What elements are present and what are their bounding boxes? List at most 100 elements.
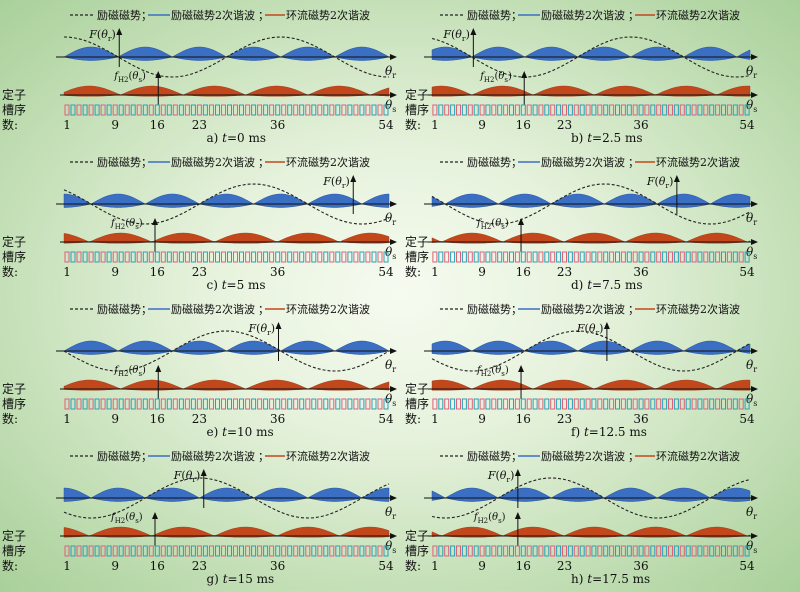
stator-slot bbox=[299, 398, 305, 410]
stator-label-3: 数: bbox=[405, 558, 421, 573]
stator-slot bbox=[573, 104, 579, 116]
theta-r-label: θr bbox=[385, 505, 396, 521]
slot-tick-23: 23 bbox=[192, 265, 207, 279]
stator-slot bbox=[603, 251, 609, 263]
stator-slot bbox=[293, 398, 299, 410]
stator-slot bbox=[456, 545, 461, 557]
excitation-mmf-curve bbox=[431, 477, 751, 519]
slot-tick-54: 54 bbox=[378, 265, 394, 279]
stator-slot bbox=[556, 251, 562, 263]
fH2-arrow-head bbox=[152, 218, 158, 225]
theta-r-label: θr bbox=[385, 211, 396, 227]
stator-slot bbox=[160, 251, 166, 263]
stator-slot bbox=[620, 251, 626, 263]
stator-slot bbox=[473, 398, 479, 410]
stator-slot bbox=[341, 104, 347, 116]
legend-separator: ； bbox=[628, 450, 639, 463]
stator-slot bbox=[371, 251, 377, 263]
stator-slot bbox=[467, 251, 473, 263]
stator-slot bbox=[573, 545, 579, 557]
stator-slot bbox=[317, 104, 323, 116]
stator-slot bbox=[450, 251, 456, 263]
stator-slot bbox=[691, 251, 697, 263]
stator-slot bbox=[532, 398, 538, 410]
F-label: F(θr) bbox=[248, 322, 276, 337]
stator-slot bbox=[526, 398, 532, 410]
stator-slot bbox=[263, 251, 269, 263]
fH2-label: fH2(θs) bbox=[110, 218, 143, 231]
stator-slot bbox=[148, 251, 154, 263]
stator-slot bbox=[281, 104, 287, 116]
slot-tick-36: 36 bbox=[633, 265, 648, 279]
F-arrow-head bbox=[514, 469, 521, 476]
stator-slot bbox=[190, 251, 196, 263]
stator-slot bbox=[562, 251, 567, 263]
slot-tick-36: 36 bbox=[633, 412, 648, 426]
stator-slots bbox=[432, 251, 750, 263]
rotor-axis-arrow bbox=[751, 348, 758, 354]
stator-slot bbox=[76, 104, 82, 116]
slot-tick-1: 1 bbox=[63, 265, 71, 279]
stator-slot bbox=[124, 545, 130, 557]
stator-slot bbox=[473, 545, 479, 557]
stator-slot bbox=[491, 398, 497, 410]
slot-tick-16: 16 bbox=[150, 265, 165, 279]
theta-s-label: θs bbox=[385, 539, 396, 555]
stator-label-3: 数: bbox=[405, 117, 421, 132]
slot-tick-54: 54 bbox=[739, 118, 755, 132]
legend-excitation: 励磁磁势 bbox=[97, 9, 141, 22]
caption-suffix: =10 ms bbox=[227, 425, 274, 439]
stator-slots bbox=[64, 251, 389, 263]
legend-excitation: 励磁磁势 bbox=[467, 450, 511, 463]
stator-slot bbox=[293, 251, 299, 263]
stator-slot bbox=[597, 251, 603, 263]
stator-slot bbox=[172, 251, 178, 263]
stator-slot bbox=[124, 398, 130, 410]
stator-slot bbox=[503, 251, 509, 263]
stator-slot bbox=[209, 398, 214, 410]
stator-label-1: 定子 bbox=[2, 87, 26, 102]
stator-slot bbox=[245, 104, 251, 116]
stator-slot bbox=[703, 104, 709, 116]
stator-slot bbox=[544, 104, 550, 116]
slot-tick-23: 23 bbox=[192, 559, 207, 573]
stator-slot bbox=[196, 398, 202, 410]
stator-slot bbox=[526, 251, 532, 263]
theta-s-label: θs bbox=[385, 245, 396, 261]
stator-slot bbox=[172, 545, 178, 557]
stator-slot bbox=[82, 104, 88, 116]
stator-slot bbox=[626, 545, 632, 557]
stator-slot bbox=[467, 104, 473, 116]
theta-r-label: θr bbox=[385, 358, 396, 374]
stator-slot bbox=[456, 251, 461, 263]
stator-slot bbox=[673, 251, 679, 263]
slot-tick-1: 1 bbox=[63, 118, 71, 132]
stator-slot bbox=[118, 545, 124, 557]
caption-t: t bbox=[587, 572, 592, 586]
stator-slot bbox=[644, 398, 650, 410]
theta-r-label: θr bbox=[746, 505, 757, 521]
stator-slot bbox=[673, 545, 679, 557]
stator-slot bbox=[221, 104, 226, 116]
stator-slot bbox=[438, 545, 444, 557]
stator-slot bbox=[383, 398, 389, 410]
stator-slot bbox=[347, 398, 353, 410]
stator-slot bbox=[142, 545, 148, 557]
stator-slot bbox=[503, 104, 509, 116]
stator-slot bbox=[106, 545, 112, 557]
panel-c: 励磁磁势；励磁磁势2次谐波；环流磁势2次谐波θrF(θr)θsfH2(θs)定子… bbox=[2, 155, 397, 292]
legend-excitation-h2: 励磁磁势2次谐波 bbox=[541, 8, 625, 22]
F-label: F(θr) bbox=[646, 175, 674, 190]
stator-slot bbox=[275, 545, 281, 557]
stator-slot bbox=[609, 251, 615, 263]
panel-f: 励磁磁势；励磁磁势2次谐波；环流磁势2次谐波θrF(θr)θsfH2(θs)定子… bbox=[405, 302, 758, 439]
stator-slot bbox=[251, 251, 257, 263]
stator-slot bbox=[432, 398, 438, 410]
panel-caption: a) t=0 ms bbox=[207, 131, 267, 145]
stator-slot bbox=[184, 545, 190, 557]
stator-slot bbox=[112, 251, 118, 263]
stator-slot bbox=[514, 251, 520, 263]
caption-suffix: =12.5 ms bbox=[589, 425, 647, 439]
stator-slot bbox=[509, 398, 514, 410]
stator-slot bbox=[450, 104, 456, 116]
